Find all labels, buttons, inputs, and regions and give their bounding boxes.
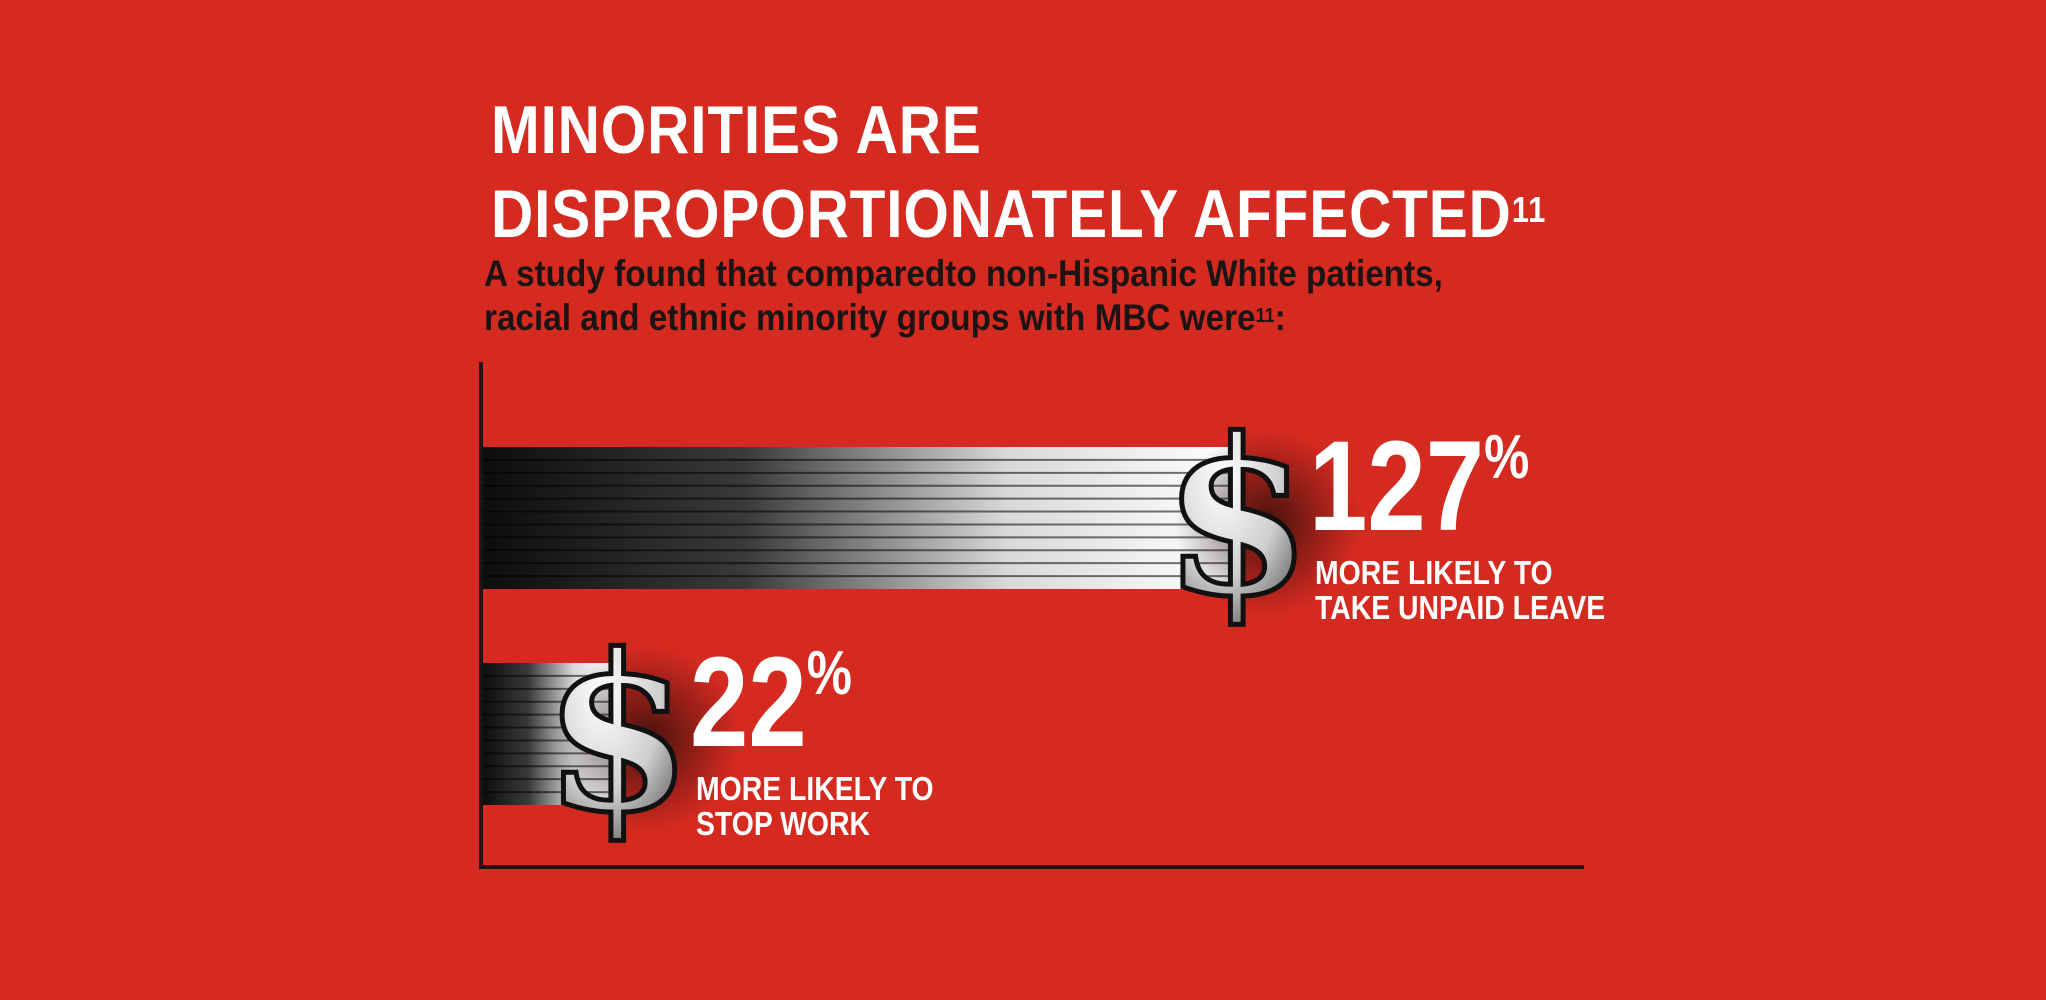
category-label-line-1: MORE LIKELY TO bbox=[695, 770, 934, 807]
bar-category-label-unpaid-leave: MORE LIKELY TO TAKE UNPAID LEAVE bbox=[1315, 555, 1605, 625]
bar-group-unpaid-leave: $ bbox=[483, 389, 1360, 647]
subtitle-line-2: racial and ethnic minority groups with M… bbox=[484, 297, 1256, 338]
dollar-sign-icon: $ bbox=[543, 607, 693, 860]
chart-title: MINORITIES ARE DISPROPORTIONATELY AFFECT… bbox=[491, 88, 1546, 256]
category-label-line-1: MORE LIKELY TO bbox=[1315, 554, 1553, 591]
chart-subtitle: A study found that comparedto non-Hispan… bbox=[484, 252, 1443, 340]
bars-layer: $$ bbox=[483, 389, 1360, 863]
category-label-line-2: TAKE UNPAID LEAVE bbox=[1315, 589, 1606, 626]
bar-value-unit: % bbox=[806, 639, 852, 708]
bar-value-label-stop-work: 22% bbox=[690, 639, 852, 767]
bar-value-unit: % bbox=[1484, 423, 1530, 492]
icon-halo bbox=[555, 647, 740, 831]
bar-value-label-unpaid-leave: 127% bbox=[1309, 423, 1529, 551]
bar-category-label-stop-work: MORE LIKELY TO STOP WORK bbox=[696, 771, 934, 841]
bar-value-number: 127 bbox=[1309, 415, 1485, 558]
category-label-line-2: STOP WORK bbox=[695, 805, 870, 842]
dollar-sign-icon: $ bbox=[1162, 391, 1312, 644]
icon-halo bbox=[1175, 431, 1360, 615]
title-line-1: MINORITIES ARE bbox=[491, 92, 982, 168]
bar-unpaid-leave bbox=[483, 447, 1233, 589]
subtitle-reference: 11 bbox=[1255, 305, 1275, 327]
bar-group-stop-work: $ bbox=[483, 605, 740, 863]
title-reference: 11 bbox=[1511, 189, 1547, 230]
subtitle-line-1: A study found that comparedto non-Hispan… bbox=[484, 253, 1443, 294]
title-line-2: DISPROPORTIONATELY AFFECTED bbox=[491, 176, 1512, 252]
subtitle-colon: : bbox=[1274, 297, 1286, 338]
bar-value-number: 22 bbox=[689, 631, 807, 774]
